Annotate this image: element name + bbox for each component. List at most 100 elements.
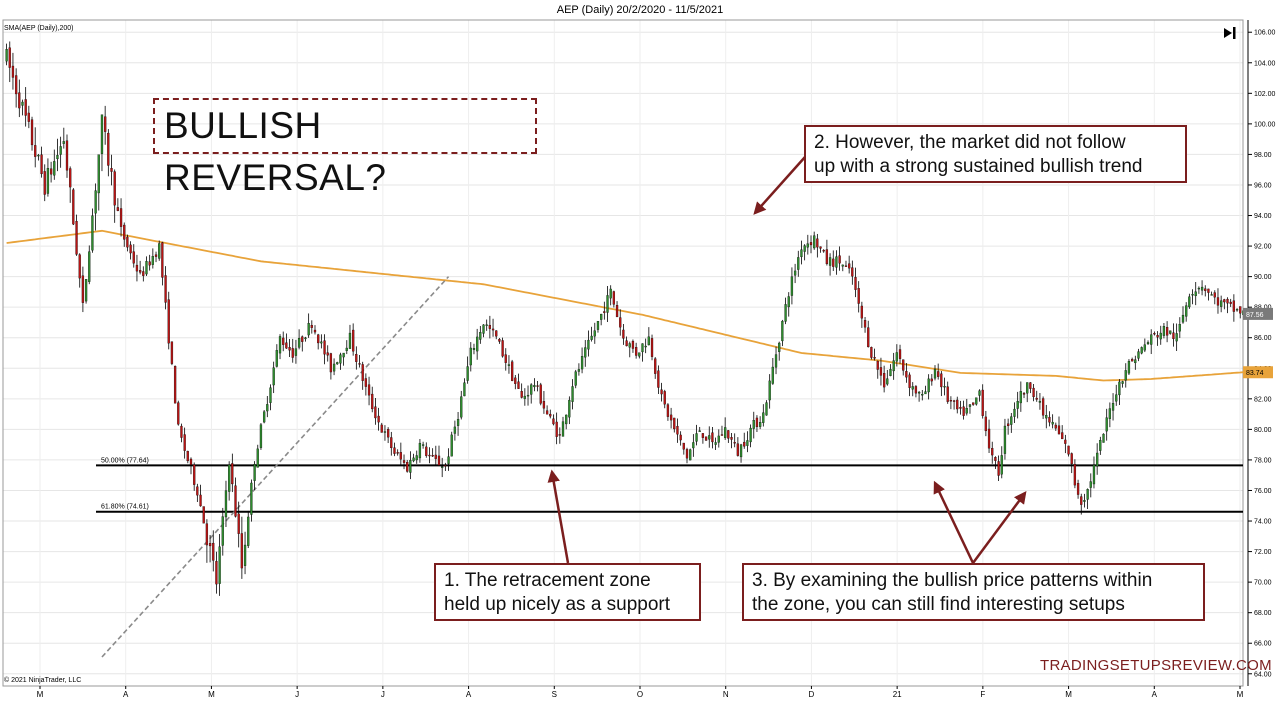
candle-body [828,257,832,266]
candle-body [46,168,50,194]
candle-body [345,347,348,351]
candle-body [1181,314,1185,323]
candle-body [1229,301,1232,304]
candle-body [1013,408,1016,417]
candle-body [517,381,520,389]
candle-body [453,426,457,434]
candle-body [1035,397,1038,400]
candle-body [778,342,781,352]
y-tick-label: 100.00 [1254,121,1276,128]
candle-body [75,221,78,255]
candle-body [914,386,918,394]
candle-body [685,449,689,459]
candle-body [981,389,984,416]
candle-body [431,455,434,457]
candle-body [1134,359,1137,364]
candle-body [902,359,905,371]
candle-body [310,324,313,328]
candle-body [768,380,771,401]
candle-body [361,364,364,381]
trend-line [101,276,450,658]
y-tick-label: 68.00 [1254,610,1272,617]
note-1-line-2: held up nicely as a support [444,594,671,615]
candle-body [752,420,755,429]
chart-title: AEP (Daily) 20/2/2020 - 11/5/2021 [557,4,724,16]
x-month-label: O [637,690,643,699]
candle-body [565,414,568,425]
fib-level-label: 50.00% (77.64) [101,457,149,464]
candle-body [218,546,221,584]
candle-body [561,421,565,437]
candle-body [800,249,803,258]
candle-body [574,371,577,386]
annotation-arrow [971,490,1027,564]
candle-body [822,250,825,252]
candle-body [237,513,240,534]
candle-body [358,363,361,365]
candle-body [437,455,441,466]
candle-body [857,288,860,304]
candle-body [746,440,749,446]
candle-body [895,352,898,362]
candle-body [825,249,829,265]
sma-200-line [6,229,1244,382]
candle-body [250,482,253,515]
candle-body [1172,332,1175,340]
y-tick-label: 72.00 [1254,549,1272,556]
annotation-arrow [547,469,570,564]
candle-body [704,436,708,441]
annotation-note-2: 2. However, the market did not follow up… [804,125,1187,183]
candle-body [304,337,307,340]
candle-body [1239,306,1242,314]
candle-body [714,442,717,445]
candle-body [88,251,91,282]
candle-body [377,415,380,423]
candle-body [1204,288,1207,291]
candle-body [1213,292,1216,298]
candle-body [336,362,339,365]
candle-body [921,394,924,396]
candle-body [1143,344,1146,351]
candle-body [568,399,571,418]
candle-body [1156,334,1159,338]
headline-annotation: BULLISH REVERSAL? [153,98,537,198]
candle-body [425,446,428,456]
candle-body [107,132,110,166]
dashed-trend-line [101,276,450,658]
candle-body [193,464,196,485]
annotation-arrow [753,156,806,215]
candle-body [946,386,949,402]
candle-body [259,424,263,448]
candle-body [854,277,857,290]
candle-body [1140,347,1143,354]
candle-body [291,348,294,358]
candle-body [835,256,838,268]
candle-body [374,406,377,419]
candle-body [943,386,946,388]
watermark-text: TRADINGSETUPSREVIEW.COM [1040,657,1272,674]
candle-body [329,353,333,373]
candle-body [997,461,1000,476]
candle-body [1207,288,1210,293]
candle-body [1099,440,1102,451]
candle-body [631,340,635,349]
candle-body [1223,299,1226,303]
candle-body [765,402,768,416]
candle-body [62,141,65,144]
candle-body [476,336,479,352]
candle-body [927,378,930,393]
candle-body [205,523,209,546]
scroll-to-end-button[interactable] [1224,27,1236,39]
candle-body [886,378,889,385]
x-month-label: 21 [893,690,902,699]
candle-body [272,367,275,386]
candle-body [104,116,107,132]
candle-body [1080,496,1083,505]
candle-body [348,332,352,349]
candle-body [972,402,975,405]
candle-body [650,338,654,357]
y-tick-label: 90.00 [1254,274,1272,281]
candle-body [816,238,819,248]
candle-body [628,343,631,348]
candle-body [301,336,304,342]
